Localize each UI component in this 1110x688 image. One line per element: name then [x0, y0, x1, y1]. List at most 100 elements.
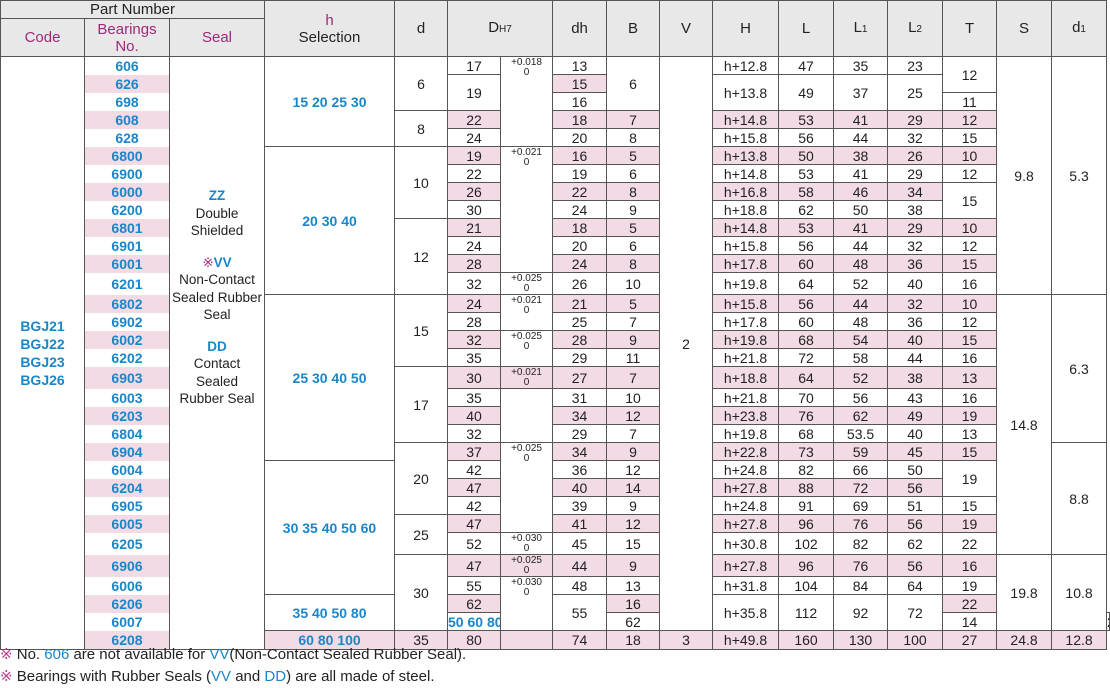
- bearing-no: 6208: [84, 630, 170, 650]
- tolerance-lower: 0: [523, 453, 530, 464]
- t-cell: 12: [942, 236, 998, 255]
- tolerance-lower: 0: [523, 305, 530, 316]
- D-cell: 80: [447, 630, 502, 650]
- footnote-1: ※ No. 606 are not available for VV(Non-C…: [0, 644, 466, 666]
- seal-line: Shielded: [190, 223, 244, 238]
- h-selection-cell: 20 30 40: [264, 146, 396, 295]
- D-cell: 32: [447, 424, 502, 443]
- l2-cell: 40: [887, 424, 944, 443]
- t-cell: 15: [942, 330, 998, 349]
- h-dim-cell: h+27.8: [712, 514, 780, 533]
- table-row: 6205 52 +0.030 0 45 15 h+30.8 102 82 62 22: [1, 532, 1110, 555]
- h-dim-cell: h+21.8: [712, 348, 780, 367]
- l-cell: 68: [778, 424, 835, 443]
- t-header: T: [942, 0, 998, 57]
- tolerance-lower: 0: [523, 543, 530, 554]
- l-cell: 70: [778, 388, 835, 407]
- note-mark-icon: ※: [0, 646, 13, 663]
- seal-line: Contact: [193, 356, 241, 371]
- bearing-no: 608: [84, 110, 170, 129]
- l1-cell: 38: [833, 146, 889, 165]
- b-cell: 12: [606, 514, 661, 533]
- tolerance-upper: +0.025: [511, 443, 542, 454]
- l2-cell: 36: [887, 254, 944, 273]
- t-cell: 10: [942, 218, 998, 237]
- table-row: 6005 25 47 41 12 h+27.8 96 76 56 19: [1, 514, 1110, 555]
- l1-cell: 41: [833, 164, 889, 183]
- bearing-no: 6007: [84, 612, 170, 631]
- l1-cell: 44: [833, 128, 889, 147]
- l1-cell: 35: [833, 56, 889, 75]
- bearing-no: 6904: [84, 442, 170, 461]
- seal-line: Rubber Seal: [179, 391, 255, 406]
- l2-cell: 36: [887, 312, 944, 331]
- dh-cell: 40: [552, 478, 608, 497]
- l2-cell: 45: [887, 442, 944, 461]
- D-cell: 19: [447, 74, 502, 111]
- seal-header: Seal: [168, 18, 266, 57]
- table-row: 6003 35 31 10 h+21.8 70 56 43 16: [1, 388, 1110, 443]
- l2-cell: 49: [887, 406, 944, 425]
- b-cell: 14: [606, 478, 661, 497]
- h-dim-cell: h+22.8: [712, 442, 780, 461]
- b-cell: 15: [606, 532, 661, 555]
- t-cell: 12: [942, 312, 998, 331]
- h-selection-cell: 35 40 50 80: [264, 594, 396, 631]
- code-label: BGJ23: [20, 354, 65, 370]
- dh-cell: 27: [552, 366, 608, 389]
- vv-code: VV: [213, 254, 232, 270]
- h-dim-cell: h+15.8: [712, 294, 780, 313]
- t-cell: 16: [942, 348, 998, 367]
- t-cell: 15: [942, 128, 998, 147]
- table-row: 6203 40 34 12 h+23.8 76 62 49 19: [1, 406, 1110, 425]
- l1-cell: 58: [833, 348, 889, 367]
- b-cell: 6: [606, 164, 661, 183]
- l2-cell: 34: [887, 182, 944, 201]
- tolerance-cell: +0.018 0: [500, 56, 554, 147]
- D-cell: 47: [447, 554, 502, 577]
- s-header: S: [996, 0, 1053, 57]
- bearing-no: 6205: [84, 532, 170, 555]
- dh-cell: 41: [552, 514, 608, 533]
- l1-cell: 92: [833, 594, 889, 631]
- bearing-no: 6901: [84, 236, 170, 255]
- dh-cell: 36: [552, 460, 608, 479]
- s-cell: 24.8: [996, 630, 1053, 650]
- d-cell: 20: [394, 442, 449, 515]
- seal-line: Non-Contact: [179, 272, 255, 287]
- h-dim-cell: h+12.8: [712, 56, 780, 75]
- l2-cell: 44: [887, 348, 944, 367]
- dh-cell: 29: [552, 424, 608, 443]
- code-label: BGJ21: [20, 318, 65, 334]
- l1-cell: 53.5: [833, 424, 889, 443]
- b-cell: 5: [606, 146, 661, 165]
- l-cell: 160: [778, 630, 835, 650]
- dh-cell: 20: [552, 128, 608, 147]
- h-dim-cell: h+13.8: [712, 74, 780, 111]
- l-cell: 58: [778, 182, 835, 201]
- l1-cell: 44: [833, 236, 889, 255]
- dh-cell: 20: [552, 236, 608, 255]
- h-dim-cell: h+19.8: [712, 424, 780, 443]
- l-cell: 112: [778, 594, 835, 631]
- tolerance-lower: 0: [523, 587, 530, 598]
- l2-cell: 29: [887, 110, 944, 129]
- b-cell: 7: [606, 312, 661, 331]
- code-cell: BGJ21 BGJ22 BGJ23 BGJ26: [0, 56, 85, 650]
- dh7-header: DH7: [447, 0, 554, 57]
- note-text: (Non-Contact Sealed Rubber Seal).: [229, 646, 467, 663]
- h-dim-cell: h+27.8: [712, 478, 780, 497]
- tolerance-cell: +0.030 0: [500, 576, 554, 631]
- dh-cell: 25: [552, 312, 608, 331]
- d-cell: 30: [394, 554, 449, 631]
- table-row: 6905 42 39 9 h+24.8 91 69 51 15: [1, 496, 1110, 515]
- table-row: 6904 20 37 +0.025 0 34 9 h+22.8 73 59 45 15 8.8: [1, 442, 1110, 555]
- h-selection-header: h Selection: [264, 0, 396, 57]
- t-cell: 19: [942, 576, 998, 595]
- seal-line: DD: [207, 338, 227, 354]
- h-dim-cell: h+35.8: [712, 594, 780, 631]
- b-cell: 9: [606, 330, 661, 349]
- seal-cell: ZZ Double Shielded ※VV Non-Contact Sealed Rub…: [168, 56, 266, 650]
- t-cell: 19: [942, 514, 998, 533]
- h-dim-cell: h+19.8: [712, 330, 780, 349]
